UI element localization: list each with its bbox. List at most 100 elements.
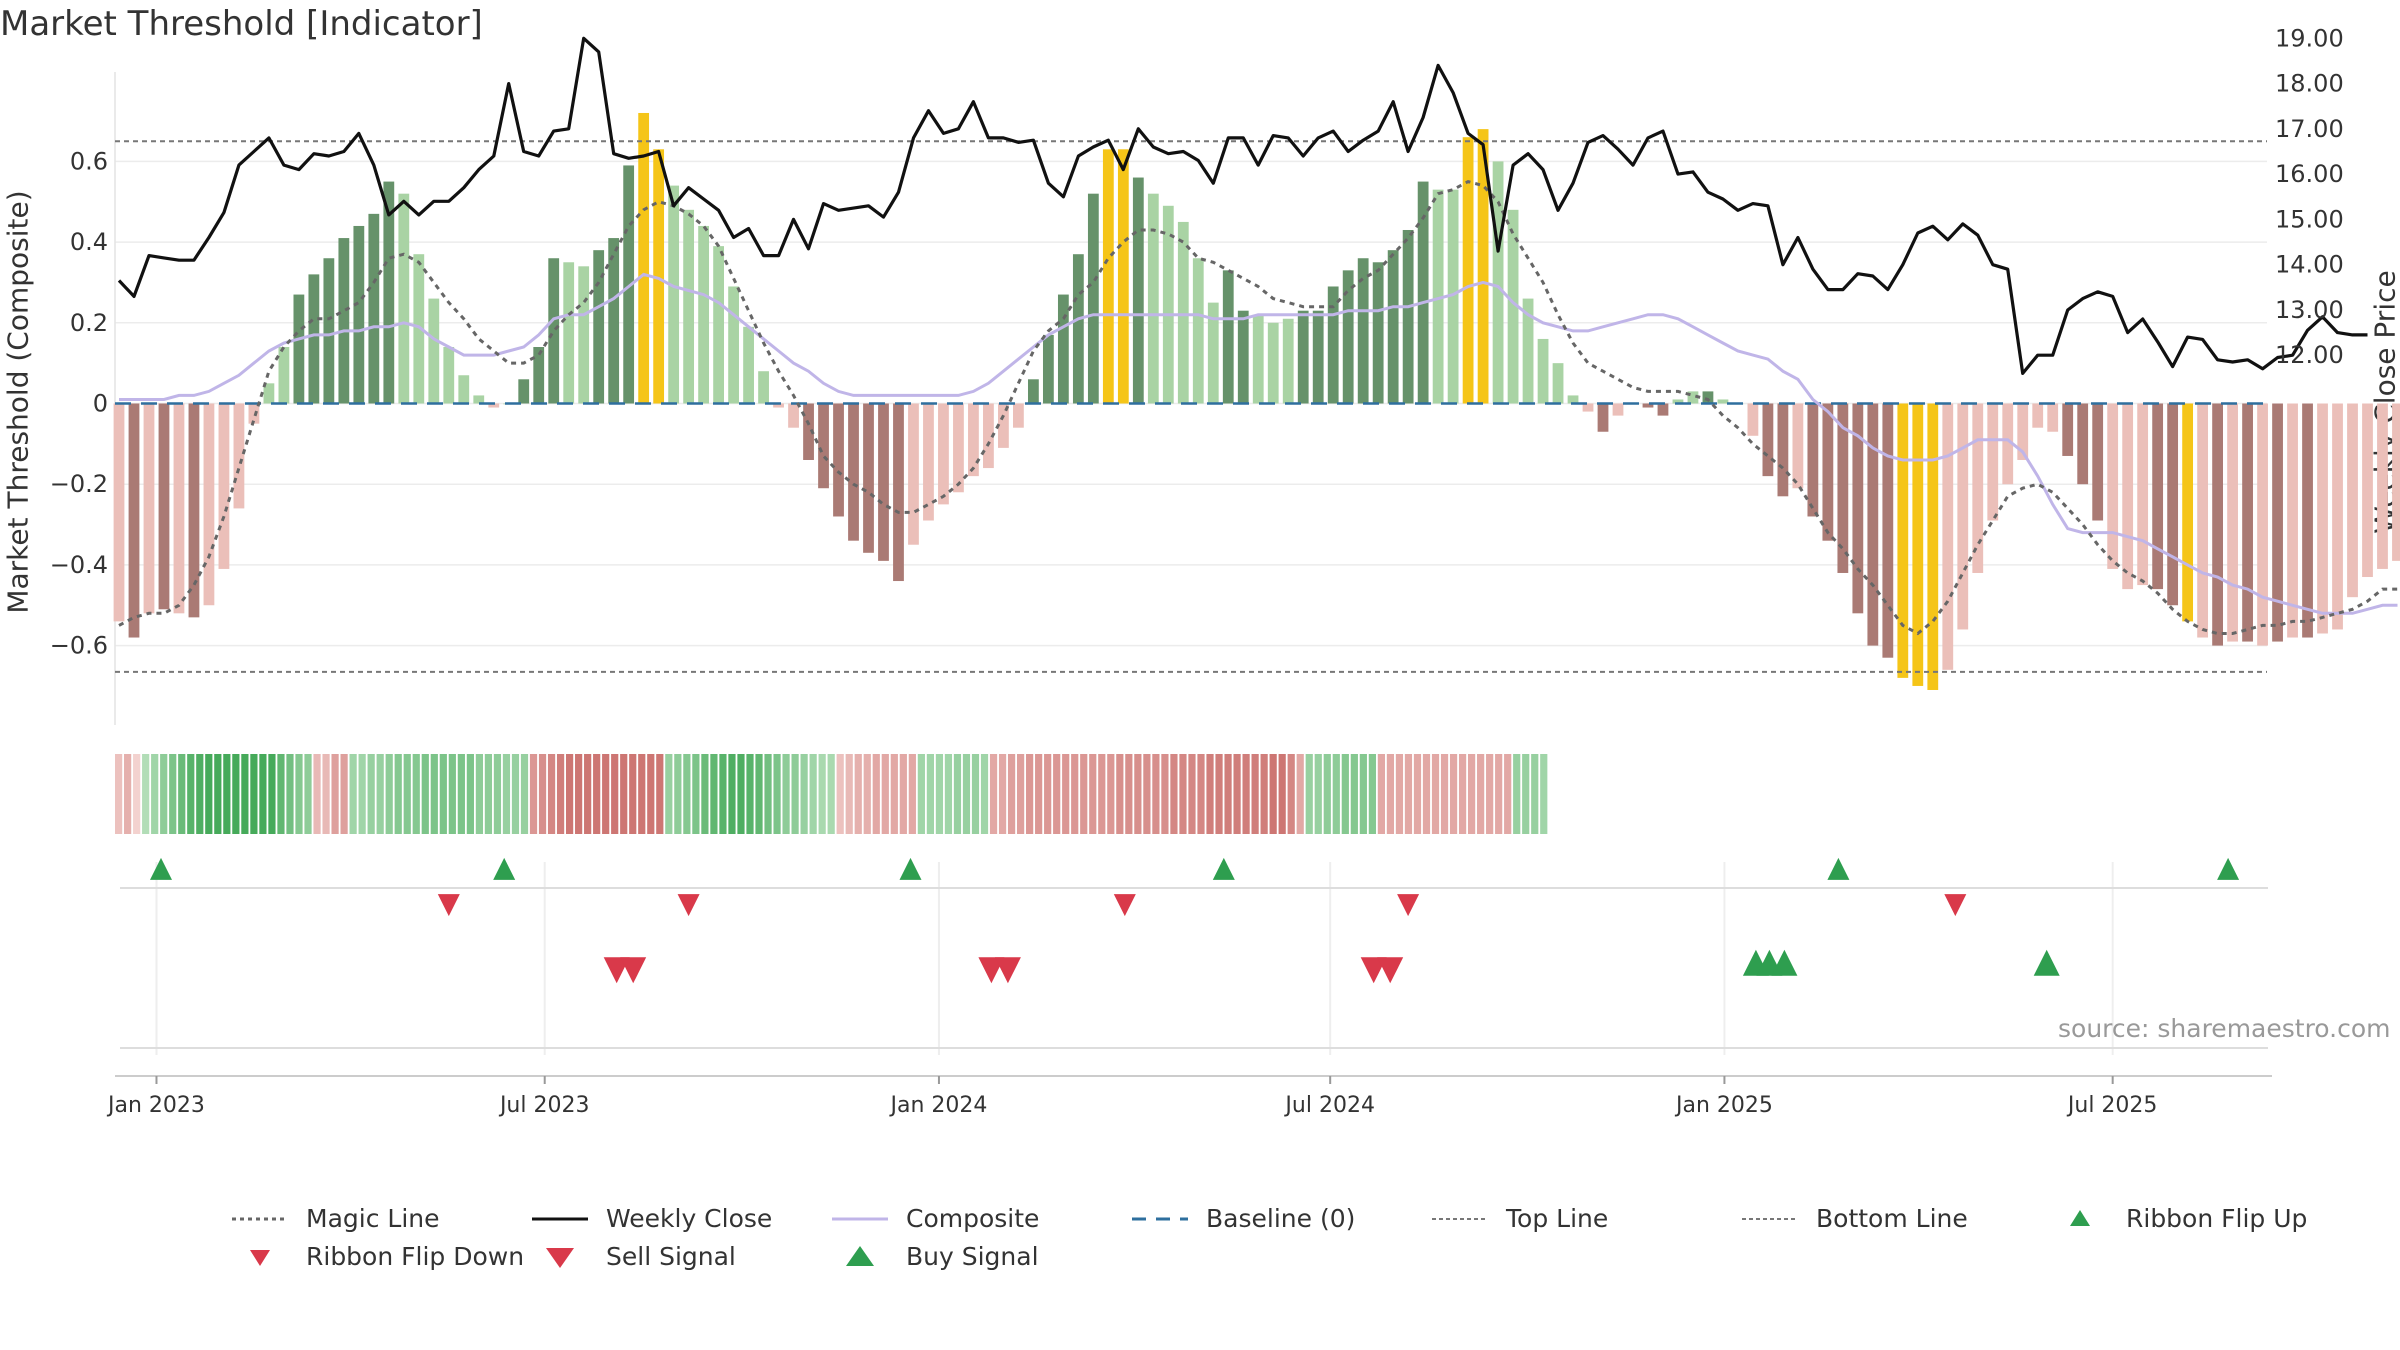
bar-week-145 [2287,403,2298,638]
ribbon-cell-110 [1107,754,1115,834]
ribbon-cell-18 [277,754,285,834]
ribbon-cell-64 [692,754,700,834]
ribbon-cell-51 [575,754,583,834]
ribbon-cell-13 [232,754,240,834]
ribbon-cell-103 [1044,754,1052,834]
left-tick-label-4: 0.2 [70,309,108,337]
x-tick-label-4: Jan 2025 [1674,1093,1773,1118]
bar-week-2 [143,403,155,614]
bar-week-115 [1837,403,1849,573]
bar-week-24 [473,395,485,404]
ribbon-cell-76 [800,754,808,834]
ribbon-cell-136 [1341,754,1349,834]
bar-week-113 [1807,403,1819,517]
bar-week-8 [233,403,245,509]
ribbon-cell-20 [295,754,303,834]
ribbon-cell-147 [1440,754,1449,834]
bar-week-131 [2077,403,2089,485]
ribbon-cell-54 [602,754,610,834]
bar-week-46 [803,403,814,460]
bar-week-80 [1312,310,1324,404]
ribbon-cell-84 [872,754,880,834]
bar-week-97 [1567,395,1579,404]
bar-week-120 [1912,403,1924,686]
ribbon-cell-129 [1278,754,1286,834]
ribbon-cell-81 [845,754,853,834]
bar-week-147 [2317,403,2328,634]
bar-week-84 [1372,262,1384,404]
bar-week-35 [638,112,650,404]
ribbon-cell-134 [1323,754,1331,834]
bar-week-152 [2392,403,2400,561]
ribbon-cell-145 [1422,754,1431,834]
ribbon-cell-40 [475,754,483,834]
bar-week-94 [1522,298,1534,404]
ribbon-cell-80 [836,754,844,834]
ribbon-cell-61 [665,754,673,834]
ribbon-cell-58 [638,754,646,834]
ribbon-cell-156 [1522,754,1530,834]
bar-week-33 [608,238,620,404]
ribbon-cell-63 [683,754,691,834]
legend-symbol-baseline [1132,1217,1188,1220]
ribbon-cell-47 [538,754,547,834]
bar-week-109 [1747,403,1759,436]
ribbon-cell-25 [340,754,348,834]
bar-week-122 [1942,403,1954,670]
bar-week-135 [2137,403,2149,586]
x-tick-label-2: Jan 2024 [888,1093,987,1118]
x-tick-label-3: Jul 2024 [1283,1093,1375,1118]
legend-item-magic-line: Magic Line [230,1204,440,1233]
legend-symbol-composite [832,1217,888,1220]
ribbon-cell-132 [1305,754,1313,834]
source-note: source: sharemaestro.com [2058,1014,2391,1043]
bar-week-83 [1357,258,1369,404]
bar-week-47 [818,403,829,489]
ribbon-cell-42 [493,754,502,834]
ribbon-cell-21 [304,754,312,834]
legend-item-baseline: Baseline (0) [1130,1204,1355,1233]
left-tick-label-5: 0.4 [70,228,108,256]
ribbon-cell-151 [1477,754,1485,834]
bar-week-107 [1717,399,1729,404]
ribbon-cell-142 [1395,754,1404,834]
ribbon-flip-up-1 [493,857,516,880]
bar-week-142 [2242,403,2253,642]
bar-week-55 [938,403,949,505]
bar-week-89 [1447,189,1459,404]
ribbon-cell-100 [1017,754,1025,834]
bar-week-50 [863,403,874,553]
ribbon-cell-2 [133,754,141,834]
ribbon-cell-153 [1495,754,1503,834]
ribbon-cell-102 [1035,754,1043,834]
bar-week-57 [968,403,979,477]
ribbon-cell-65 [701,754,709,834]
bar-week-128 [2032,403,2044,428]
ribbon-cell-95 [971,754,980,834]
bar-week-74 [1222,270,1234,404]
ribbon-cell-45 [520,754,529,834]
ribbon-cell-114 [1143,754,1151,834]
legend: Magic Line Weekly Close Composite Baseli… [230,1204,2330,1294]
ribbon-cell-107 [1080,754,1088,834]
legend-symbol-top-line [1432,1217,1488,1220]
ribbon-cell-143 [1404,754,1413,834]
bar-week-17 [368,213,380,404]
bar-week-100 [1612,403,1624,416]
bar-week-14 [323,258,335,404]
bar-week-119 [1897,403,1909,678]
ribbon-cell-52 [584,754,592,834]
left-tick-label-1: −0.4 [50,551,108,579]
bar-week-67 [1117,149,1129,404]
ribbon-cell-116 [1161,754,1169,834]
ribbon-cell-104 [1053,754,1061,834]
bar-week-66 [1102,149,1114,404]
ribbon-cell-93 [953,754,962,834]
ribbon-cell-91 [935,754,944,834]
legend-label-weekly-close: Weekly Close [606,1204,773,1233]
ribbon-cell-117 [1170,754,1178,834]
ribbon-cell-115 [1152,754,1160,834]
bar-week-92 [1492,161,1504,404]
bar-week-16 [353,225,365,404]
legend-symbol-ribbon-flip-up [2070,1209,2090,1226]
